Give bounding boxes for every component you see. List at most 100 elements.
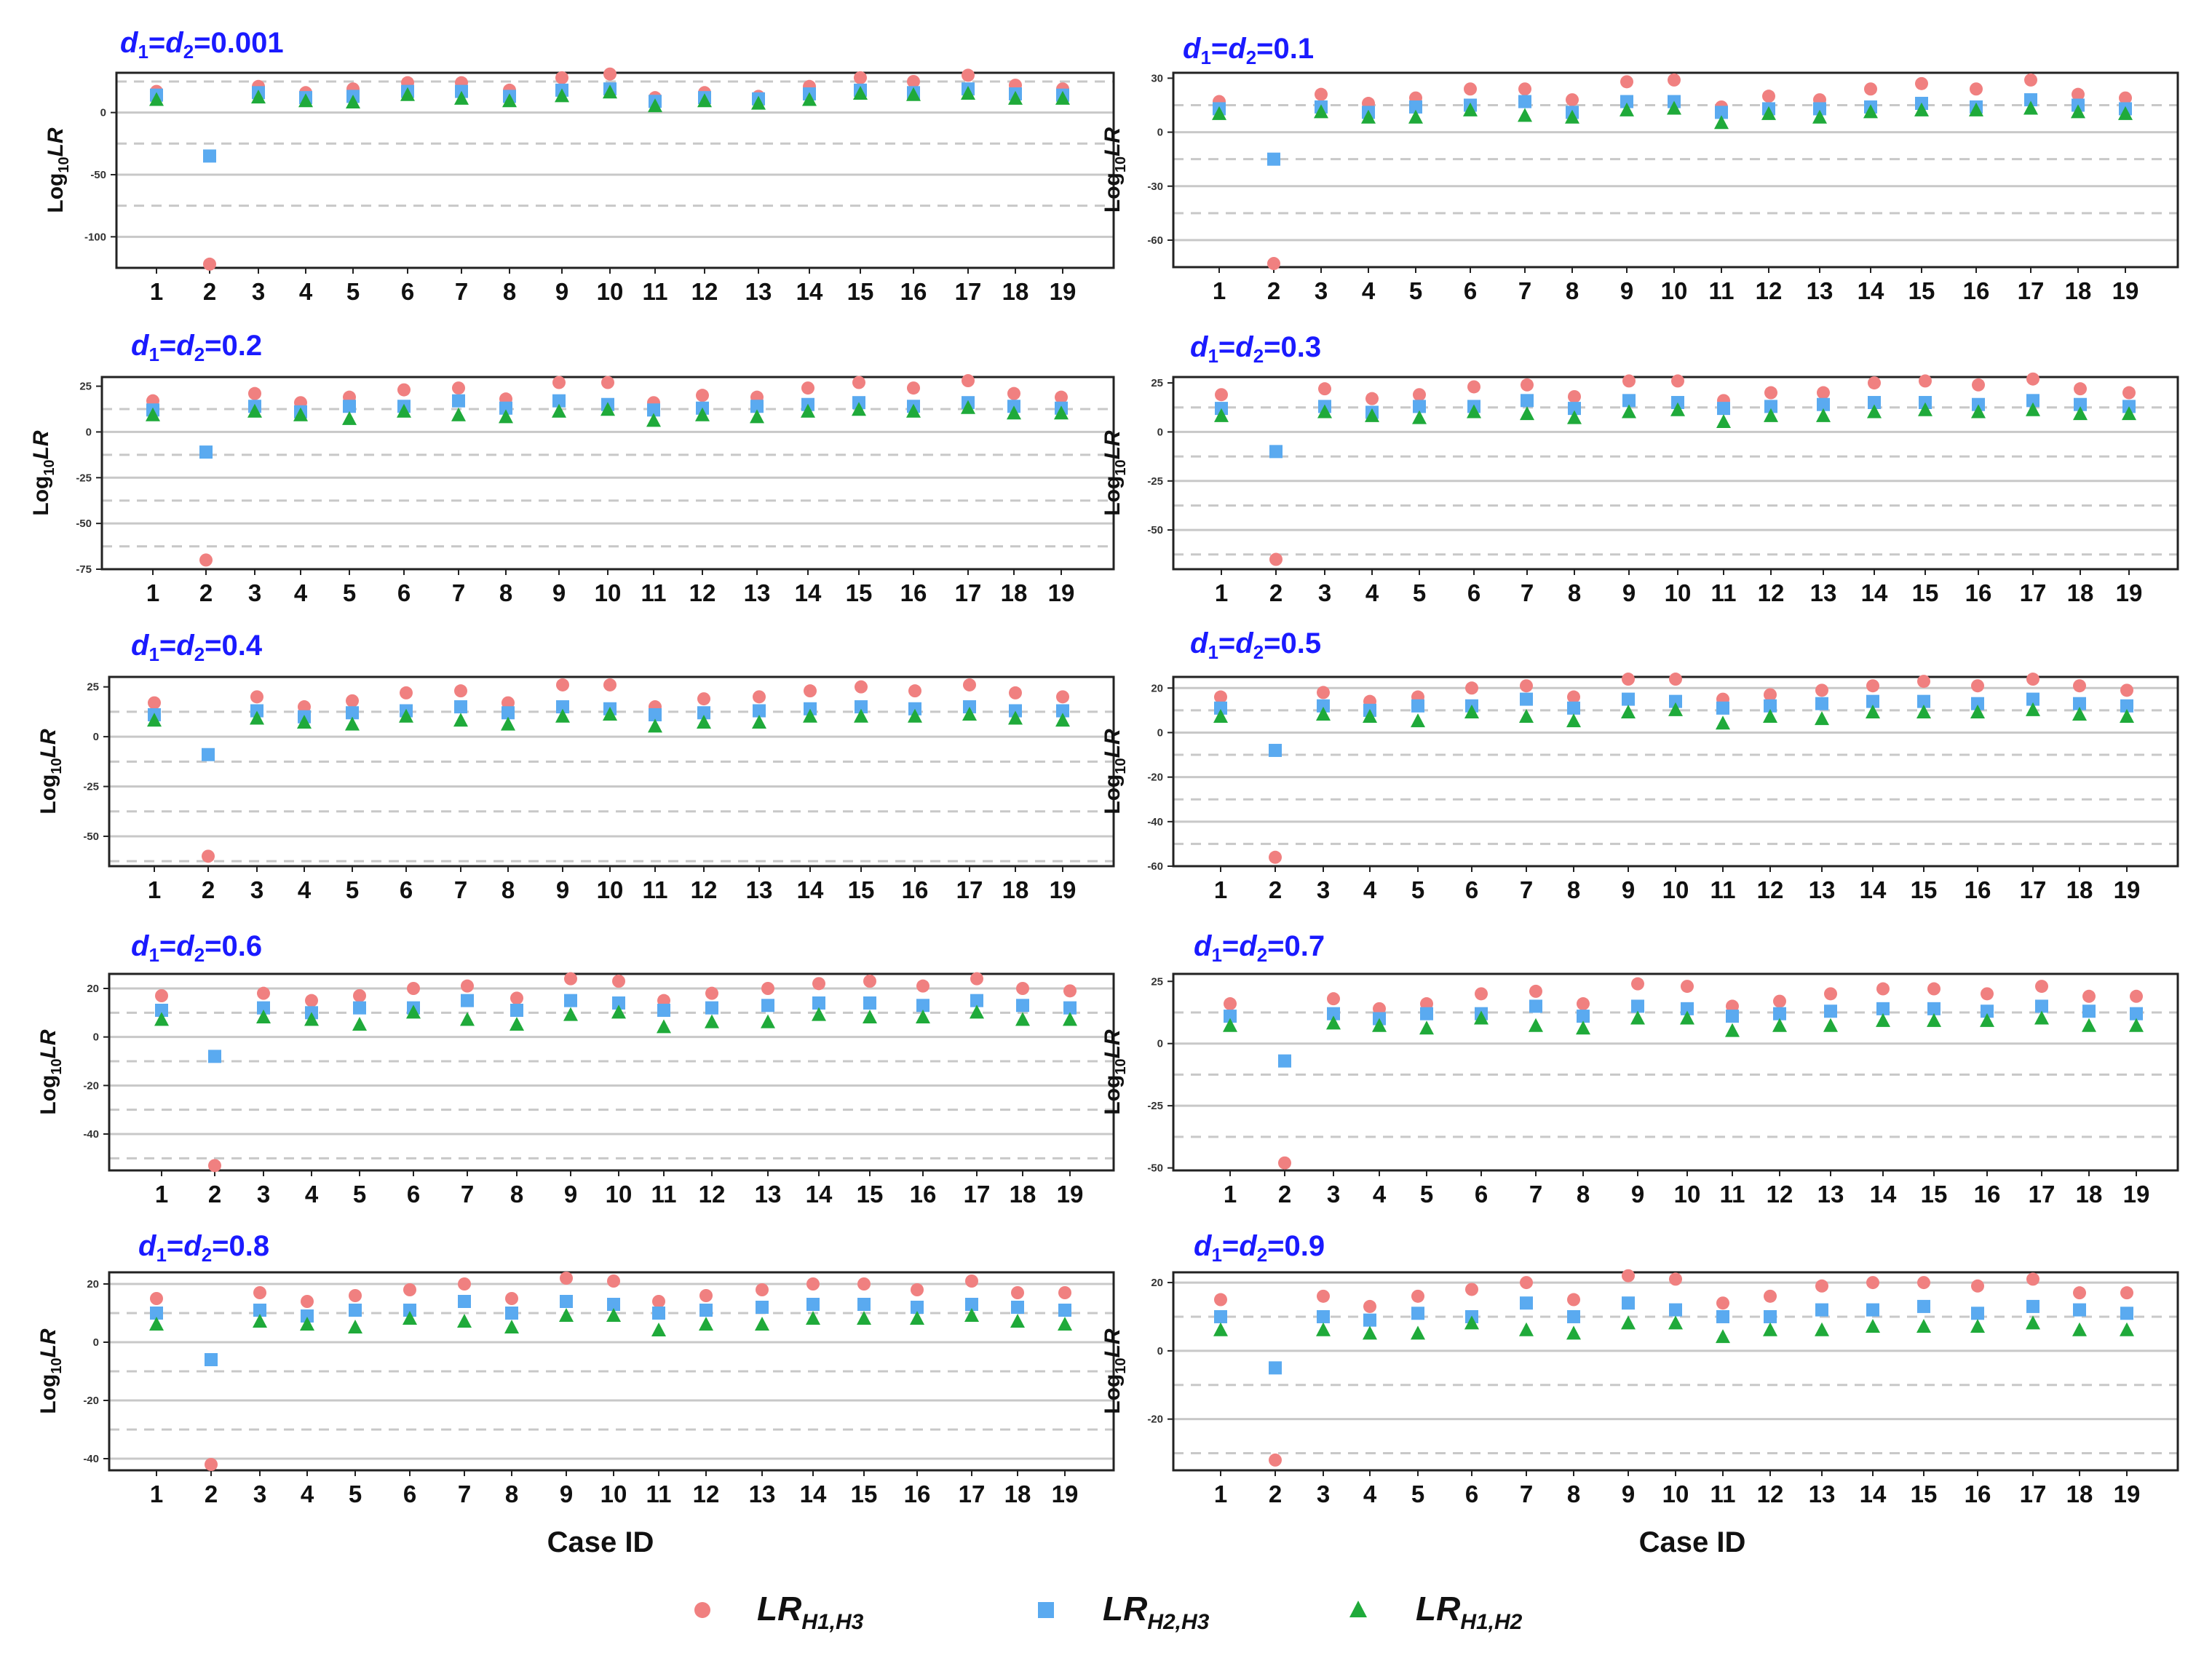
y-axis-label: Log10LR — [1101, 1328, 1129, 1414]
point-lr-h2h3 — [1927, 1002, 1941, 1015]
point-lr-h1h2 — [1576, 1020, 1590, 1035]
x-tick-label: 18 — [2066, 876, 2093, 903]
point-lr-h1h2 — [854, 708, 868, 723]
point-lr-h1h3 — [353, 989, 366, 1002]
point-lr-h2h3 — [649, 708, 662, 721]
x-tick-label: 13 — [749, 1480, 776, 1507]
point-lr-h2h3 — [2073, 697, 2086, 710]
point-lr-h2h3 — [452, 394, 465, 408]
point-lr-h2h3 — [1773, 1007, 1786, 1020]
point-lr-h1h2 — [1680, 1010, 1694, 1025]
x-tick-label: 6 — [401, 278, 414, 305]
title-sub2: 2 — [194, 944, 205, 966]
y-tick-label: -40 — [83, 1128, 99, 1141]
x-tick-label: 1 — [1214, 1480, 1227, 1507]
point-lr-h2h3 — [560, 1295, 573, 1308]
plot-frame — [108, 675, 1115, 868]
x-tick-label: 12 — [1757, 876, 1784, 903]
x-tick-label: 8 — [1567, 876, 1580, 903]
title-d2: d — [165, 27, 184, 59]
point-lr-h1h2 — [149, 92, 164, 106]
point-lr-h1h3 — [1773, 994, 1786, 1008]
point-lr-h1h3 — [1917, 1276, 1930, 1290]
y-axis-label: Log10LR — [1101, 127, 1129, 213]
x-tick-label: 13 — [1807, 277, 1834, 304]
x-tick-label: 17 — [2018, 277, 2045, 304]
point-lr-h1h2 — [397, 403, 411, 418]
x-tick-label: 18 — [2076, 1181, 2103, 1208]
title-d2: d — [176, 630, 195, 662]
panel-title: d1=d2=0.7 — [1194, 930, 1325, 966]
point-lr-h1h2 — [399, 708, 413, 723]
point-lr-h2h3 — [1058, 1304, 1071, 1317]
point-lr-h1h2 — [752, 714, 766, 729]
point-lr-h2h3 — [2074, 397, 2087, 411]
point-lr-h1h2 — [1223, 1018, 1237, 1032]
y-label-base: Log — [1101, 476, 1125, 516]
x-tick-label: 18 — [2066, 1480, 2093, 1507]
x-tick-label: 4 — [1363, 876, 1377, 903]
point-lr-h1h3 — [697, 692, 710, 706]
point-lr-h1h3 — [1009, 686, 1022, 699]
point-lr-h1h3 — [2082, 989, 2096, 1003]
x-tick-label: 5 — [1409, 277, 1422, 304]
x-tick-label: 14 — [1860, 1480, 1887, 1507]
y-tick-label: -20 — [1147, 1414, 1163, 1426]
title-eq: = — [1218, 331, 1235, 363]
x-tick-label: 14 — [1870, 1181, 1897, 1208]
x-tick-label: 16 — [1974, 1181, 2001, 1208]
point-lr-h1h2 — [149, 1317, 164, 1331]
x-tick-label: 7 — [455, 278, 468, 305]
y-label-subscript: 10 — [49, 758, 65, 774]
title-sub1: 1 — [1211, 1244, 1221, 1266]
legend-label-subscript: H1,H3 — [801, 1610, 863, 1634]
point-lr-h2h3 — [2026, 692, 2039, 706]
point-lr-h1h3 — [916, 979, 929, 993]
point-lr-h1h3 — [346, 694, 359, 707]
point-lr-h1h2 — [348, 1320, 362, 1333]
point-lr-h1h2 — [1816, 408, 1831, 422]
point-lr-h2h3 — [343, 400, 356, 413]
legend-label: LRH1,H2 — [1416, 1590, 1523, 1634]
plot-frame — [115, 71, 1115, 269]
point-lr-h1h2 — [403, 1311, 417, 1325]
point-lr-h1h2 — [555, 88, 569, 103]
point-lr-h1h3 — [2073, 1286, 2086, 1300]
point-lr-h2h3 — [911, 1301, 924, 1314]
x-tick-label: 9 — [552, 579, 566, 606]
x-tick-label: 3 — [1317, 1480, 1330, 1507]
y-tick-label: -50 — [83, 831, 99, 843]
panel-title: d1=d2=0.2 — [131, 330, 262, 365]
point-lr-h1h2 — [2026, 1315, 2040, 1330]
point-lr-h1h2 — [250, 710, 264, 725]
legend-label-main: LR — [757, 1590, 801, 1628]
point-lr-h1h3 — [1327, 992, 1340, 1006]
point-lr-h1h3 — [2072, 87, 2085, 101]
point-lr-h1h2 — [1969, 102, 1983, 116]
point-lr-h1h3 — [199, 553, 213, 567]
point-lr-h1h2 — [1815, 711, 1829, 726]
point-lr-h1h2 — [1464, 1315, 1479, 1330]
point-lr-h1h3 — [349, 1289, 362, 1302]
y-axis-label: Log10LR — [36, 1328, 65, 1414]
point-lr-h1h2 — [1326, 1015, 1341, 1030]
point-lr-h1h3 — [407, 982, 420, 995]
panel-title: d1=d2=0.3 — [1190, 331, 1321, 367]
point-lr-h1h2 — [1055, 713, 1070, 727]
x-tick-label: 10 — [597, 876, 624, 903]
point-lr-h2h3 — [155, 1004, 168, 1017]
point-lr-h2h3 — [750, 400, 764, 413]
point-lr-h2h3 — [461, 994, 474, 1007]
x-tick-label: 4 — [1363, 1480, 1377, 1507]
x-tick-label: 6 — [1467, 579, 1480, 606]
point-lr-h1h2 — [2129, 1018, 2144, 1032]
point-lr-h1h2 — [563, 1007, 578, 1021]
point-lr-h2h3 — [1866, 694, 1879, 708]
point-lr-h1h2 — [2122, 406, 2136, 421]
point-lr-h1h3 — [1866, 1276, 1879, 1290]
point-lr-h1h3 — [1866, 679, 1879, 693]
point-lr-h1h2 — [1411, 1325, 1425, 1340]
x-tick-label: 17 — [959, 1480, 986, 1507]
